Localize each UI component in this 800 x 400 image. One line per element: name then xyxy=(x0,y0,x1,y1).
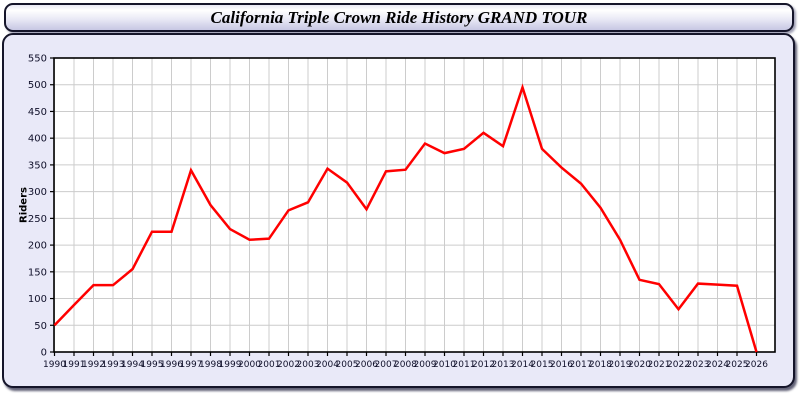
x-tick-label: 2019 xyxy=(609,360,632,370)
x-tick-label: 1991 xyxy=(63,360,86,370)
x-tick-label: 2017 xyxy=(570,360,593,370)
x-tick-label: 2009 xyxy=(414,360,437,370)
x-tick-label: 1990 xyxy=(43,360,66,370)
x-tick-label: 2012 xyxy=(472,360,495,370)
x-tick-label: 1999 xyxy=(219,360,242,370)
x-tick-label: 2026 xyxy=(745,360,768,370)
x-tick-label: 1995 xyxy=(141,360,164,370)
chart-title: California Triple Crown Ride History GRA… xyxy=(210,7,588,27)
x-tick-label: 1998 xyxy=(199,360,222,370)
x-tick-label: 2024 xyxy=(706,360,729,370)
x-tick-label: 2021 xyxy=(648,360,671,370)
x-tick-label: 2008 xyxy=(394,360,417,370)
x-tick-label: 2011 xyxy=(453,360,476,370)
x-tick-label: 2020 xyxy=(628,360,651,370)
x-tick-label: 1996 xyxy=(160,360,183,370)
title-bar: California Triple Crown Ride History GRA… xyxy=(4,3,794,32)
x-tick-label: 2005 xyxy=(336,360,359,370)
x-tick-label: 2003 xyxy=(297,360,320,370)
x-tick-label: 2015 xyxy=(531,360,554,370)
x-tick-label: 2002 xyxy=(277,360,300,370)
x-tick-label: 1994 xyxy=(121,360,144,370)
x-tick-label: 1993 xyxy=(102,360,125,370)
y-tick-label: 300 xyxy=(28,187,47,198)
y-tick-label: 450 xyxy=(28,107,47,118)
y-tick-label: 500 xyxy=(28,80,47,91)
x-tick-label: 1992 xyxy=(82,360,105,370)
y-tick-label: 100 xyxy=(28,294,47,305)
y-tick-label: 0 xyxy=(41,348,47,359)
x-tick-label: 2006 xyxy=(355,360,378,370)
y-tick-label: 150 xyxy=(28,267,47,278)
y-tick-label: 50 xyxy=(34,321,47,332)
x-tick-label: 2018 xyxy=(589,360,612,370)
x-tick-label: 2004 xyxy=(316,360,339,370)
x-tick-label: 2007 xyxy=(375,360,398,370)
y-tick-label: 250 xyxy=(28,214,47,225)
x-tick-label: 1997 xyxy=(180,360,203,370)
y-tick-label: 550 xyxy=(28,54,47,65)
y-tick-label: 400 xyxy=(28,134,47,145)
y-tick-label: 200 xyxy=(28,241,47,252)
riders-series-line xyxy=(53,83,758,353)
x-tick-label: 2023 xyxy=(687,360,710,370)
x-tick-label: 2025 xyxy=(726,360,749,370)
x-tick-label: 2001 xyxy=(258,360,281,370)
y-tick-label: 350 xyxy=(28,160,47,171)
x-tick-label: 2014 xyxy=(511,360,534,370)
x-tick-label: 2010 xyxy=(433,360,456,370)
x-tick-label: 2022 xyxy=(667,360,690,370)
x-tick-label: 2016 xyxy=(550,360,573,370)
x-tick-label: 2013 xyxy=(492,360,515,370)
x-tick-label: 2000 xyxy=(238,360,261,370)
